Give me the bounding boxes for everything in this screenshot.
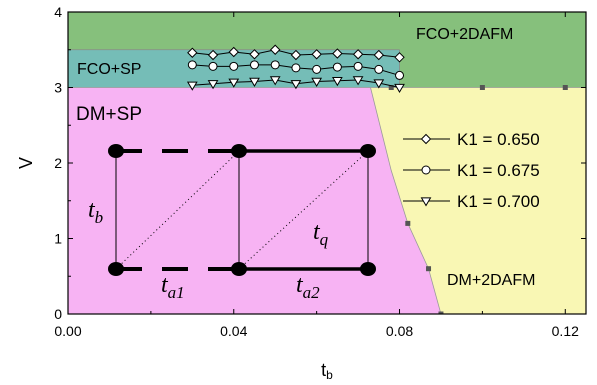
lattice-site — [231, 144, 247, 158]
series-layer — [186, 44, 405, 93]
data-point — [208, 61, 218, 71]
x-tick-label: 0.04 — [220, 323, 247, 339]
data-point — [228, 46, 239, 58]
data-point — [352, 49, 364, 60]
region-label: FCO+2DAFM — [416, 26, 513, 43]
data-point — [187, 47, 198, 58]
data-point — [186, 81, 198, 91]
data-point — [394, 52, 405, 63]
data-point — [332, 48, 343, 59]
label-tb: tb — [88, 197, 103, 227]
region-labels: FCO+2DAFM FCO+SP DM+SP DM+2DAFM — [76, 26, 535, 289]
data-point — [353, 61, 363, 71]
label-ta2: ta2 — [296, 272, 320, 302]
data-point — [290, 49, 302, 61]
legend-entry: K1 = 0.650 — [403, 130, 540, 149]
y-tick-label: 0 — [54, 306, 62, 322]
legend-entry: K1 = 0.700 — [403, 192, 540, 211]
lattice-site — [108, 144, 124, 158]
boundary-marker — [479, 85, 485, 90]
region-label: FCO+SP — [77, 61, 141, 78]
series-2 — [187, 60, 405, 80]
lattice-site — [360, 144, 376, 158]
data-point — [373, 79, 385, 89]
data-point — [312, 64, 322, 74]
legend-entry: K1 = 0.675 — [403, 161, 540, 180]
series-3 — [186, 76, 405, 93]
data-point — [332, 62, 342, 72]
region-label: DM+SP — [76, 104, 142, 125]
x-tick-label: 0.00 — [54, 323, 81, 339]
series-1 — [187, 44, 405, 63]
legend-marker — [420, 133, 432, 145]
lattice-site — [360, 262, 376, 276]
y-tick-label: 4 — [54, 4, 62, 20]
boundary-dm — [68, 87, 442, 314]
lattice-site — [108, 262, 124, 276]
boundary-marker — [562, 85, 568, 90]
legend-marker — [421, 165, 431, 175]
data-point — [269, 44, 281, 55]
y-tick-label: 3 — [54, 80, 62, 96]
data-point — [187, 60, 197, 70]
legend-label: K1 = 0.700 — [457, 192, 540, 211]
boundary-marker — [405, 220, 411, 226]
data-point — [373, 49, 385, 61]
data-point — [249, 60, 259, 70]
x-axis-label-sub: b — [326, 368, 333, 382]
axes: 0.00 0.04 0.08 0.12 0 1 2 3 4 — [54, 4, 587, 339]
legend-label: K1 = 0.650 — [457, 130, 540, 149]
bond-tq-left — [115, 150, 240, 270]
data-point — [228, 78, 240, 88]
lattice-inset: tb ta1 ta2 tq — [88, 144, 376, 302]
data-point — [249, 77, 260, 87]
x-tick-label: 0.08 — [386, 323, 413, 339]
boundary-marker — [438, 311, 444, 314]
lattice-site — [231, 262, 247, 276]
data-point — [311, 77, 323, 87]
legend-label: K1 = 0.675 — [457, 161, 540, 180]
data-point — [291, 63, 301, 73]
y-axis-label: V — [16, 157, 36, 169]
region-dm-sp — [68, 87, 441, 314]
x-axis-label-main: t — [321, 360, 326, 380]
label-tq: tq — [313, 219, 329, 249]
data-point — [394, 83, 405, 93]
data-point — [207, 49, 219, 61]
y-tick-label: 1 — [54, 231, 62, 247]
data-point — [290, 80, 302, 90]
legend-marker — [420, 197, 432, 207]
phase-regions — [68, 12, 586, 314]
region-label: DM+2DAFM — [447, 272, 535, 289]
data-point — [229, 61, 239, 71]
label-ta1: ta1 — [161, 272, 185, 302]
data-point — [374, 64, 384, 74]
legend: K1 = 0.650 K1 = 0.675 K1 = 0.700 — [403, 130, 540, 211]
data-point — [207, 80, 219, 90]
data-point — [331, 77, 343, 87]
boundary-marker — [426, 266, 432, 272]
data-point — [249, 49, 260, 60]
x-axis-label: tb — [321, 360, 333, 382]
data-point — [395, 70, 405, 80]
data-point — [269, 76, 281, 86]
y-tick-label: 2 — [54, 155, 62, 171]
data-point — [311, 49, 322, 60]
data-point — [270, 60, 280, 70]
data-point — [352, 76, 364, 86]
boundary-marker — [388, 85, 394, 90]
x-tick-label: 0.12 — [552, 323, 579, 339]
